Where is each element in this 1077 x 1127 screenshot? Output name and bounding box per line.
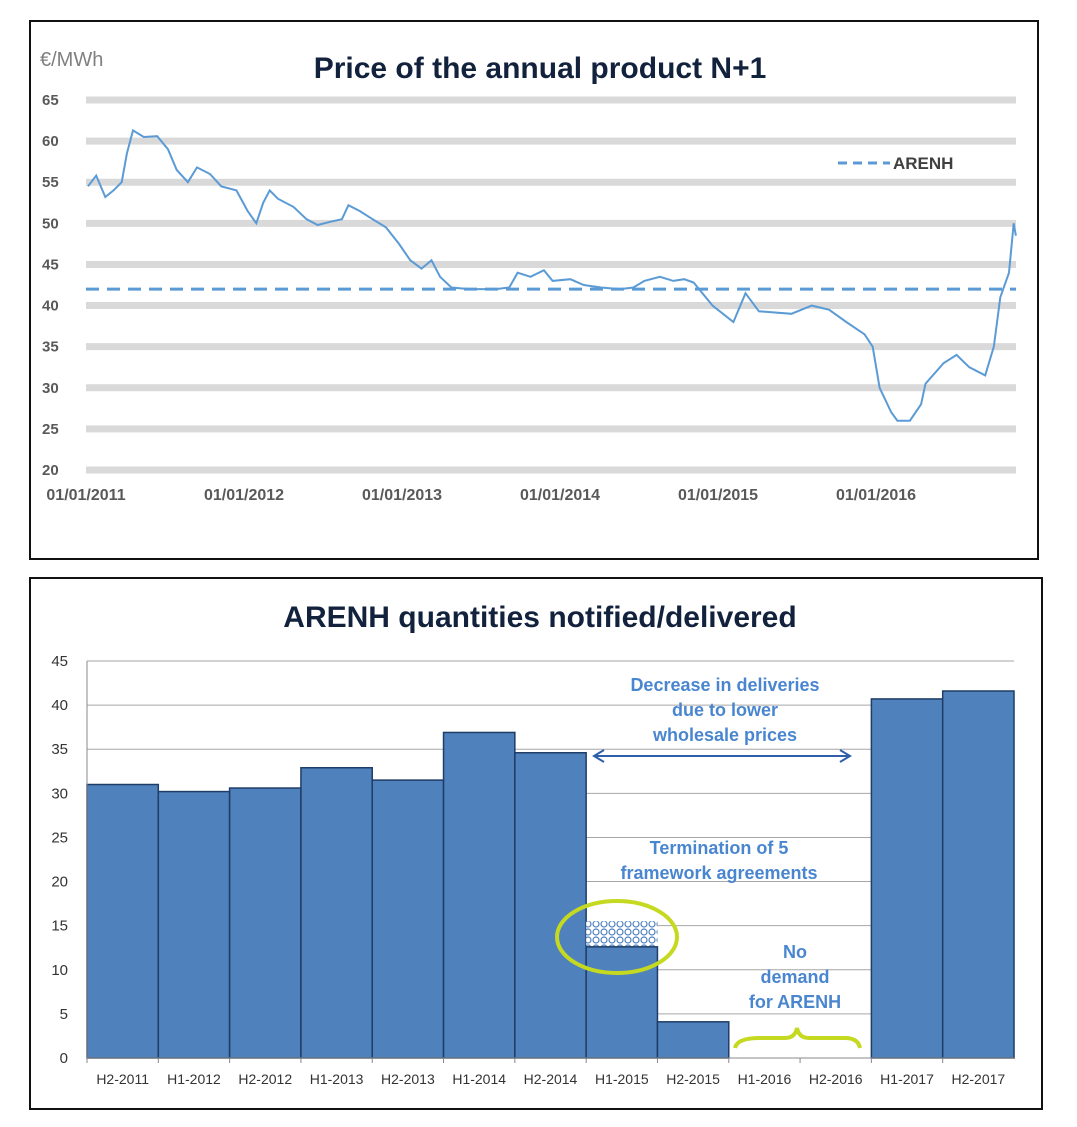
annotation-decrease: wholesale prices <box>652 725 797 745</box>
x-tick-label: H2-2013 <box>381 1071 435 1087</box>
x-tick-label: 01/01/2012 <box>204 487 284 504</box>
bar <box>514 752 587 1059</box>
y-tick-label: 60 <box>42 133 59 150</box>
bar <box>941 690 1015 1059</box>
price-line <box>87 128 1017 422</box>
y-tick-label: 35 <box>42 339 59 356</box>
x-tick-label: H1-2017 <box>880 1071 934 1087</box>
bar <box>870 698 944 1059</box>
y-tick-label: 10 <box>51 962 68 979</box>
y-tick-label: 0 <box>60 1050 68 1067</box>
chart-title: ARENH quantities notified/delivered <box>283 601 796 634</box>
annotation-decrease: due to lower <box>672 700 778 720</box>
bar <box>656 1021 730 1059</box>
x-tick-label: 01/01/2011 <box>46 487 125 504</box>
legend-arenh-label: ARENH <box>893 154 953 173</box>
x-tick-label: H2-2011 <box>96 1071 149 1087</box>
bar <box>442 731 516 1059</box>
y-tick-label: 45 <box>51 653 68 670</box>
y-tick-label: 65 <box>42 92 59 109</box>
annotation-no-demand: demand <box>760 967 829 987</box>
price-chart: Price of the annual product N+1 €/MWh 65… <box>40 49 1017 504</box>
x-tick-label: 01/01/2013 <box>362 487 442 504</box>
x-tick-label: H2-2012 <box>238 1071 292 1087</box>
bar <box>86 783 160 1059</box>
x-tick-label: H2-2015 <box>666 1071 720 1087</box>
x-tick-label: 01/01/2014 <box>520 487 600 504</box>
bar <box>585 946 659 1059</box>
y-tick-label: 5 <box>60 1006 68 1023</box>
chart-title: Price of the annual product N+1 <box>314 52 767 85</box>
x-tick-label: 01/01/2016 <box>836 487 916 504</box>
annotation-decrease: Decrease in deliveries <box>630 675 819 695</box>
x-tick-label: H1-2013 <box>310 1071 364 1087</box>
y-axis-label: €/MWh <box>40 49 103 71</box>
bar <box>300 766 373 1059</box>
bar-hatched-terminated <box>586 921 658 947</box>
highlight-ellipse <box>555 899 679 975</box>
y-tick-label: 30 <box>42 380 59 397</box>
x-tick-label: H2-2016 <box>809 1071 863 1087</box>
y-tick-label: 25 <box>42 421 59 438</box>
bar <box>157 790 231 1059</box>
y-tick-label: 45 <box>42 256 59 273</box>
y-tick-label: 40 <box>42 298 59 315</box>
x-tick-label: H1-2016 <box>738 1071 792 1087</box>
x-tick-label: H2-2014 <box>524 1071 578 1087</box>
annotation-termination: framework agreements <box>620 863 817 883</box>
x-tick-label: H1-2014 <box>452 1071 506 1087</box>
x-tick-label: H1-2012 <box>167 1071 221 1087</box>
bar <box>228 787 302 1059</box>
x-tick-label: H1-2015 <box>595 1071 649 1087</box>
y-tick-label: 55 <box>42 174 59 191</box>
double-arrow <box>592 749 852 763</box>
y-tick-label: 20 <box>42 462 59 479</box>
annotation-no-demand: No <box>783 942 807 962</box>
annotation-termination: Termination of 5 <box>650 838 789 858</box>
bar <box>371 779 445 1059</box>
x-tick-label: 01/01/2015 <box>678 487 758 504</box>
y-tick-label: 15 <box>51 918 68 935</box>
y-tick-label: 35 <box>51 741 68 758</box>
y-tick-label: 30 <box>51 785 68 802</box>
y-tick-label: 50 <box>42 215 59 232</box>
y-tick-label: 40 <box>51 697 68 714</box>
annotation-no-demand: for ARENH <box>749 992 841 1012</box>
y-tick-label: 20 <box>51 874 68 891</box>
brace <box>733 1027 862 1049</box>
y-tick-label: 25 <box>51 829 68 846</box>
x-tick-label: H2-2017 <box>951 1071 1005 1087</box>
